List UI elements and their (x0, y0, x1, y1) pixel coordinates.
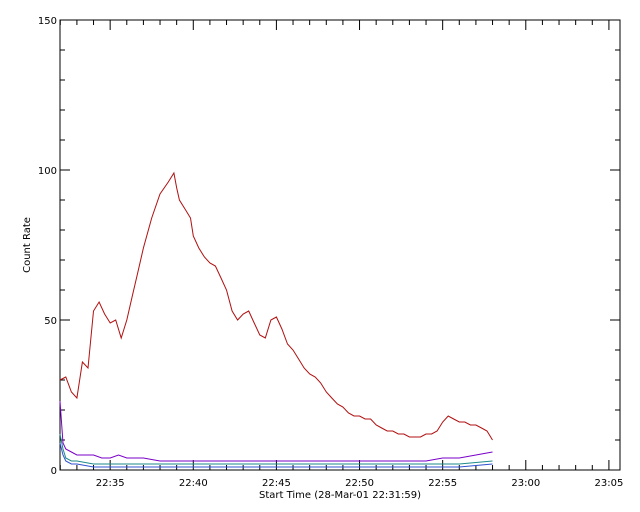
y-major-ticks: 0 50 100 150 (38, 16, 620, 477)
y-tick-label: 100 (38, 166, 57, 177)
x-tick-label: 22:35 (96, 478, 125, 489)
x-minor-ticks (59, 20, 593, 470)
series-layer (59, 171, 493, 468)
x-tick-label: 22:45 (262, 478, 291, 489)
y-minor-ticks (60, 49, 620, 441)
x-axis-title: Start Time (28-Mar-01 22:31:59) (259, 490, 421, 501)
plot-frame (59, 19, 621, 471)
x-tick-label: 23:00 (511, 478, 540, 489)
x-tick-label: 22:40 (179, 478, 208, 489)
x-major-ticks: 22:35 22:40 22:45 22:50 22:55 23:00 23:05 (96, 20, 624, 489)
y-axis-title: Count Rate (22, 217, 33, 273)
series-line-1 (59, 171, 493, 441)
x-tick-label: 22:55 (428, 478, 457, 489)
y-tick-label: 50 (44, 316, 57, 327)
series-line-2 (59, 400, 493, 462)
y-tick-label: 0 (51, 466, 57, 477)
x-tick-label: 23:05 (595, 478, 624, 489)
series-line-3 (59, 433, 493, 465)
y-tick-label: 150 (38, 16, 57, 27)
series-line-4 (59, 442, 493, 468)
x-tick-label: 22:50 (345, 478, 374, 489)
